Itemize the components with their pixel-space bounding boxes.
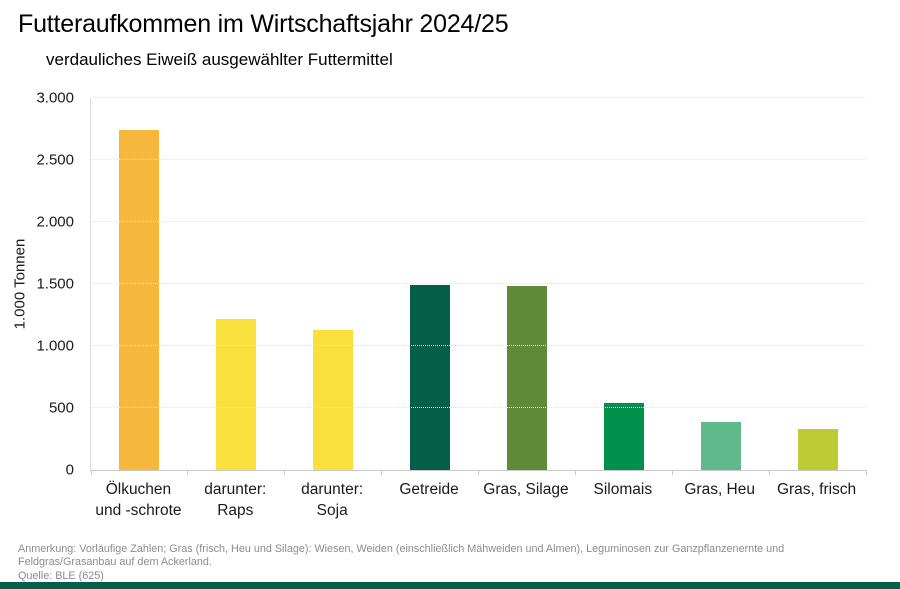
x-axis-tick xyxy=(381,470,383,475)
x-axis-label: Ölkuchen und -schrote xyxy=(95,481,182,519)
y-tick-label: 2.000 xyxy=(36,213,74,231)
x-axis-tick xyxy=(284,470,286,475)
chart-subtitle: verdauliches Eiweiß ausgewählter Futterm… xyxy=(46,50,393,69)
footnote-annotation: Anmerkung: Vorläufige Zahlen; Gras (fris… xyxy=(18,543,785,569)
x-axis-tick xyxy=(187,470,189,475)
bar-slot xyxy=(769,98,866,470)
x-axis-label: Silomais xyxy=(593,481,653,498)
x-axis-tick xyxy=(671,470,673,475)
x-axis-label: darunter: Raps xyxy=(204,481,267,519)
bar-5 xyxy=(506,286,547,470)
plot-area xyxy=(90,97,867,475)
x-axis-label: Getreide xyxy=(399,481,459,498)
bar-slot xyxy=(575,98,672,470)
x-axis-label: darunter: Soja xyxy=(301,481,364,519)
x-axis-tick xyxy=(478,470,479,475)
x-axis-labels: Ölkuchen und -schrote darunter: Raps darun… xyxy=(90,480,865,522)
x-axis-tick xyxy=(865,470,867,475)
x-axis-label: Gras, Silage xyxy=(483,481,569,498)
bars-row xyxy=(91,98,866,470)
x-axis-tick xyxy=(90,470,92,475)
bar-slot xyxy=(672,98,769,470)
bar-slot xyxy=(382,98,479,470)
y-axis-tick-labels: 0 500 1.000 1.500 2.000 2.500 3.000 xyxy=(0,91,74,478)
x-axis-label: Gras, frisch xyxy=(776,481,857,498)
bar-4 xyxy=(410,285,451,470)
footer: Anmerkung: Vorläufige Zahlen; Gras (fris… xyxy=(18,543,830,584)
y-tick-label: 0 xyxy=(65,461,74,479)
source-note: Quelle: BLE (625) xyxy=(18,570,104,583)
bar-1 xyxy=(119,130,160,470)
x-axis-label: Gras, Heu xyxy=(684,481,755,498)
x-axis-tick xyxy=(574,470,576,475)
chart-title: Futteraufkommen im Wirtschaftsjahr 2024/… xyxy=(18,10,509,38)
bar-2 xyxy=(216,318,257,470)
bar-slot xyxy=(285,98,382,470)
bar-3 xyxy=(313,329,354,470)
bar-6 xyxy=(603,403,644,470)
y-tick-label: 1.500 xyxy=(36,275,74,293)
bar-7 xyxy=(700,421,741,470)
bar-8 xyxy=(797,429,838,470)
y-tick-label: 500 xyxy=(48,399,74,417)
x-axis-tick xyxy=(768,470,770,475)
y-tick-label: 1.000 xyxy=(36,337,74,355)
y-tick-label: 3.000 xyxy=(36,89,74,107)
bar-slot xyxy=(479,98,576,470)
bar-slot xyxy=(91,98,188,470)
bar-slot xyxy=(188,98,285,470)
brand-bar xyxy=(0,582,900,589)
y-tick-label: 2.500 xyxy=(36,151,74,169)
